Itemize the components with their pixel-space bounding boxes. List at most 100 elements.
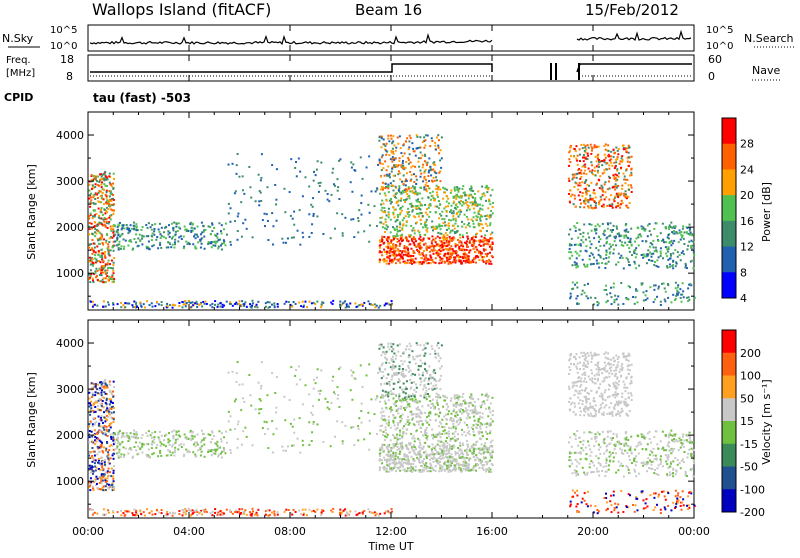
velocity-cell (166, 454, 168, 456)
power-cell (428, 216, 430, 218)
power-cell (419, 219, 421, 221)
power-cell (579, 154, 581, 156)
power-cell (438, 224, 440, 226)
power-cell (107, 208, 109, 210)
power-cell (478, 240, 480, 242)
velocity-cell (388, 399, 390, 401)
power-cell (478, 210, 480, 212)
power-cell (594, 167, 596, 169)
velocity-cell (316, 423, 318, 425)
power-cell (292, 218, 294, 220)
power-cell (486, 218, 488, 220)
power-cell (146, 300, 148, 302)
power-cell (453, 210, 455, 212)
power-cell (673, 230, 675, 232)
power-cell (444, 188, 446, 190)
power-cell (461, 188, 463, 190)
power-cell (590, 153, 592, 155)
power-cell (619, 257, 621, 259)
power-cell (413, 252, 415, 254)
power-cell (127, 244, 129, 246)
power-cell (379, 305, 381, 307)
power-cell (94, 258, 96, 260)
velocity-cell (447, 406, 449, 408)
velocity-cell (460, 471, 462, 473)
power-cell (454, 256, 456, 258)
noise-panel: N.Sky N.Search 10^5 10^0 10^5 10^0 (2, 25, 796, 52)
velocity-cell (114, 433, 116, 435)
power-cell (458, 211, 460, 213)
power-cell (489, 222, 491, 224)
power-cell (185, 241, 187, 243)
power-cell (337, 186, 339, 188)
velocity-cell (387, 448, 389, 450)
power-cell (347, 305, 349, 307)
velocity-cell (338, 406, 340, 408)
velocity-cell (110, 486, 112, 488)
velocity-cell (468, 460, 470, 462)
power-cell (450, 189, 452, 191)
power-cell (103, 277, 105, 279)
power-cell (640, 235, 642, 237)
power-cell (591, 164, 593, 166)
velocity-cell (133, 436, 135, 438)
power-cell (243, 193, 245, 195)
power-cell (585, 239, 587, 241)
power-cell (397, 204, 399, 206)
power-cell (342, 235, 344, 237)
power-cell (302, 236, 304, 238)
power-cell (480, 254, 482, 256)
power-cell (210, 241, 212, 243)
power-cell (434, 180, 436, 182)
power-cell (410, 225, 412, 227)
velocity-cell (113, 465, 115, 467)
power-cell (628, 165, 630, 167)
power-cell (174, 239, 176, 241)
power-cell (395, 150, 397, 152)
power-cell (320, 182, 322, 184)
power-cell (183, 247, 185, 249)
velocity-cell (255, 408, 257, 410)
power-cell (380, 188, 382, 190)
velocity-cell (94, 443, 96, 445)
velocity-cell (330, 445, 332, 447)
power-cell (405, 215, 407, 217)
power-cell (118, 241, 120, 243)
velocity-cell (252, 444, 254, 446)
power-cell (662, 239, 664, 241)
power-cell (111, 260, 113, 262)
power-cell (399, 172, 401, 174)
velocity-cell (112, 478, 114, 480)
velocity-cell (383, 466, 385, 468)
velocity-cell (234, 400, 236, 402)
velocity-cell (126, 432, 128, 434)
power-cell (232, 305, 234, 307)
velocity-cell (109, 445, 111, 447)
power-cell (424, 223, 426, 225)
power-cell (434, 239, 436, 241)
power-cell (208, 241, 210, 243)
power-cell (419, 170, 421, 172)
power-cell (152, 232, 154, 234)
power-cell (407, 208, 409, 210)
power-cell (102, 272, 104, 274)
power-cell (466, 236, 468, 238)
velocity-cell (163, 439, 165, 441)
power-cell (579, 191, 581, 193)
power-cell (621, 244, 623, 246)
power-cell (574, 148, 576, 150)
power-cell (417, 161, 419, 163)
power-cell (443, 242, 445, 244)
power-cell (682, 225, 684, 227)
velocity-cell (108, 408, 110, 410)
power-cell (448, 219, 450, 221)
power-cell (477, 212, 479, 214)
power-cell (579, 178, 581, 180)
power-cell (256, 306, 258, 308)
velocity-cell (272, 451, 274, 453)
power-cell (417, 201, 419, 203)
velocity-cell (93, 451, 95, 453)
power-cell (626, 298, 628, 300)
power-cell (426, 164, 428, 166)
